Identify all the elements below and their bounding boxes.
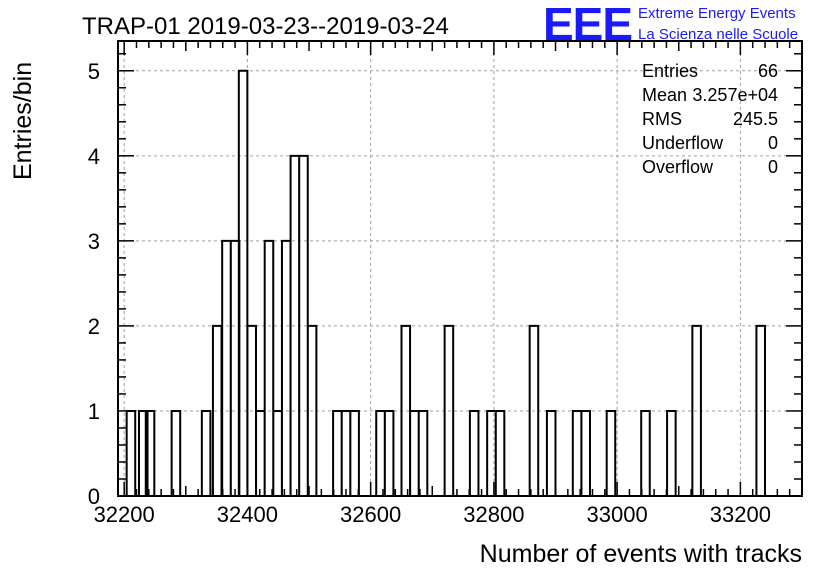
stats-value: 0	[768, 157, 778, 177]
stats-box: Entries 66 Mean 3.257e+04 RMS 245.5 Underflow 0…	[642, 61, 778, 177]
histogram-bin	[547, 411, 556, 496]
eee-logo: EEE Extreme Energy Events La Scienza nel…	[543, 0, 798, 50]
histogram-bin	[470, 411, 479, 496]
stats-value: 245.5	[733, 109, 778, 129]
histogram-bin	[256, 411, 265, 496]
y-tick-label: 1	[88, 399, 100, 424]
histogram-bin	[127, 411, 136, 496]
stats-label: Mean	[642, 85, 687, 105]
histogram-bin	[273, 411, 282, 496]
y-tick-label: 2	[88, 314, 100, 339]
stats-value: 66	[758, 61, 778, 81]
histogram-bin	[333, 411, 342, 496]
histogram-bin	[342, 411, 351, 496]
histogram-bin	[222, 241, 231, 496]
stats-label: RMS	[642, 109, 682, 129]
x-tick-label: 32200	[94, 502, 155, 527]
histogram-bin	[607, 411, 616, 496]
histogram-bin	[667, 411, 676, 496]
histogram-bin	[581, 411, 590, 496]
chart-title: TRAP-01 2019-03-23--2019-03-24	[82, 13, 449, 40]
histogram-bin	[172, 411, 181, 496]
x-tick-label: 33200	[710, 502, 771, 527]
x-tick-label: 32600	[340, 502, 401, 527]
histogram-bin	[376, 411, 385, 496]
histogram-bin	[350, 411, 359, 496]
histogram-bin	[573, 411, 582, 496]
histogram-bin	[410, 411, 419, 496]
x-tick-label: 32800	[463, 502, 524, 527]
histogram-bin	[496, 411, 505, 496]
histogram-bin	[282, 241, 291, 496]
logo-line-1: Extreme Energy Events	[638, 5, 796, 22]
x-axis-label: Number of events with tracks	[480, 540, 802, 568]
axis-ticks	[118, 41, 803, 497]
stats-value: 3.257e+04	[692, 85, 778, 105]
histogram-bin	[265, 241, 274, 496]
histogram-bin	[641, 411, 650, 496]
stats-label: Entries	[642, 61, 698, 81]
y-tick-label: 0	[88, 484, 100, 509]
axis-tick-labels: 32200 32400 32600 32800 33000 33200 0 1 2 3 4 5	[88, 59, 771, 527]
histogram-bin	[419, 411, 428, 496]
x-tick-label: 32400	[217, 502, 278, 527]
x-tick-label: 33000	[587, 502, 648, 527]
stats-value: 0	[768, 133, 778, 153]
y-axis-label: Entries/bin	[9, 62, 37, 180]
grid-lines	[118, 41, 802, 496]
plot-frame	[117, 40, 803, 497]
histogram-bin	[202, 411, 211, 496]
stats-label: Overflow	[642, 157, 714, 177]
histogram-bin	[385, 411, 394, 496]
stats-label: Underflow	[642, 133, 724, 153]
y-tick-label: 5	[88, 59, 100, 84]
y-tick-label: 4	[88, 144, 100, 169]
logo-line-2: La Scienza nelle Scuole	[638, 26, 798, 43]
eee-logo-mark: EEE	[543, 0, 632, 50]
y-tick-label: 3	[88, 229, 100, 254]
